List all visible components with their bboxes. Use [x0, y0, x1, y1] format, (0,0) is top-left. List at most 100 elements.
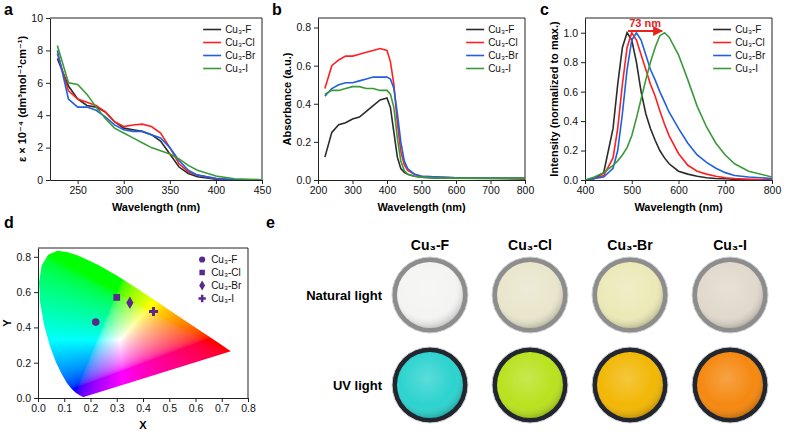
photo-dish [392, 257, 468, 333]
tick-label: 0.2 [296, 136, 311, 148]
legend-key [713, 55, 731, 57]
tick-label: 0.0 [31, 402, 46, 414]
x-axis-title: Wavelength (nm) [112, 201, 201, 213]
legend-item: Cu₃-I [203, 63, 248, 74]
tick-mark [314, 180, 318, 181]
y-axis: 0.00.20.40.60.81.0 [563, 19, 585, 186]
column-label: Cu₃-F [411, 237, 450, 253]
tick-label: 800 [517, 184, 535, 196]
tick-mark [34, 257, 38, 258]
legend-item: Cu₃-F [713, 24, 761, 35]
tick-label: 0.6 [563, 85, 578, 97]
tick-label: 200 [310, 184, 328, 196]
x-axis: 250300350400450 [51, 180, 272, 196]
panel: a2503003504004500246810Wavelength (nm)ε … [4, 1, 271, 213]
tick: 400 [379, 180, 397, 196]
legend-item: Cu₃-Cl [713, 37, 765, 48]
row-label: UV light [333, 378, 383, 393]
tick-label: 700 [717, 184, 735, 196]
legend-label: Cu₃-F [488, 24, 514, 35]
tick-mark [632, 180, 633, 184]
legend-key [713, 68, 731, 70]
tick-label: 0.0 [16, 392, 31, 404]
tick-mark [143, 398, 144, 402]
legend-label: Cu₃-Br [225, 50, 256, 61]
legend-key [466, 68, 484, 70]
tick: 0.8 [16, 251, 38, 263]
tick: 450 [254, 180, 272, 196]
sample-photo [497, 352, 563, 418]
legend-key [198, 295, 205, 302]
tick-label: 400 [208, 184, 226, 196]
x-axis-title: Wavelength (nm) [377, 201, 466, 213]
tick: 800 [764, 180, 782, 196]
tick-mark [91, 398, 92, 402]
legend-key [466, 29, 484, 31]
tick-label: 250 [69, 184, 87, 196]
panel: eCu₃-FCu₃-ClCu₃-BrCu₃-INatural lightUV l… [266, 214, 768, 423]
tick-mark [248, 398, 249, 402]
legend-label: Cu₃-I [488, 63, 511, 74]
legend-item: Cu₃-F [203, 24, 251, 35]
row-label: Natural light [306, 288, 383, 303]
tick-mark [679, 180, 680, 184]
annotation-text: 73 nm [629, 17, 661, 29]
tick-label: 0.4 [16, 321, 31, 333]
x-axis-title: X [139, 419, 147, 431]
photo-dish [392, 347, 468, 423]
line [57, 46, 262, 180]
legend-item: Cu₃-Br [466, 50, 519, 61]
tick-mark [34, 363, 38, 364]
tick-label: 0.4 [296, 98, 311, 110]
legend-label: Cu₃-Br [488, 50, 519, 61]
tick: 500 [623, 180, 641, 196]
tick-label: 300 [115, 184, 133, 196]
frame [318, 18, 525, 19]
sample-photo [397, 262, 463, 328]
tick-mark [34, 398, 38, 399]
tick-label: 800 [764, 184, 782, 196]
tick: 0 [37, 174, 50, 186]
tick: 0.0 [563, 174, 585, 186]
frame [525, 18, 526, 180]
tick-mark [422, 180, 423, 184]
tick-mark [38, 398, 39, 402]
tick-mark [314, 66, 318, 67]
frame [772, 18, 773, 180]
legend-item: Cu₃-I [713, 63, 758, 74]
x-axis: 0.00.10.20.30.40.50.60.70.8 [31, 398, 256, 414]
tick: 6 [37, 77, 50, 89]
tick-label: 0.6 [16, 286, 31, 298]
line [325, 98, 525, 179]
tick-label: 0.2 [84, 402, 99, 414]
legend-label: Cu₃-F [735, 24, 761, 35]
legend-label: Cu₃-Br [211, 280, 242, 291]
tick-mark [34, 327, 38, 328]
tick-mark [169, 398, 170, 402]
legend-label: Cu₃-I [211, 293, 234, 304]
tick-mark [314, 104, 318, 105]
plot-area [585, 33, 772, 180]
legend-label: Cu₃-I [735, 63, 758, 74]
y-axis: 0246810 [31, 12, 50, 186]
column-label: Cu₃-Br [607, 237, 653, 253]
tick: 0.1 [57, 398, 72, 414]
tick-mark [262, 180, 263, 184]
photo-dish [592, 257, 668, 333]
legend-key [713, 29, 731, 31]
y-axis-title: ε × 10⁻⁴ (dm³mol⁻¹cm⁻¹) [16, 36, 28, 163]
tick-mark [117, 398, 118, 402]
tick-mark [78, 180, 79, 184]
tick-label: 500 [413, 184, 431, 196]
tick: 0.0 [16, 392, 38, 404]
legend-item: Cu₃-Br [199, 280, 242, 291]
tick-mark [124, 180, 125, 184]
tick-mark [314, 142, 318, 143]
photo-shade [497, 262, 563, 328]
sample-photo [597, 262, 663, 328]
photo-shade [697, 262, 763, 328]
tick-mark [46, 148, 50, 149]
tick-mark [46, 180, 50, 181]
y-axis-title: Absorbance (a.u.) [281, 52, 293, 145]
tick: 0.2 [16, 357, 38, 369]
